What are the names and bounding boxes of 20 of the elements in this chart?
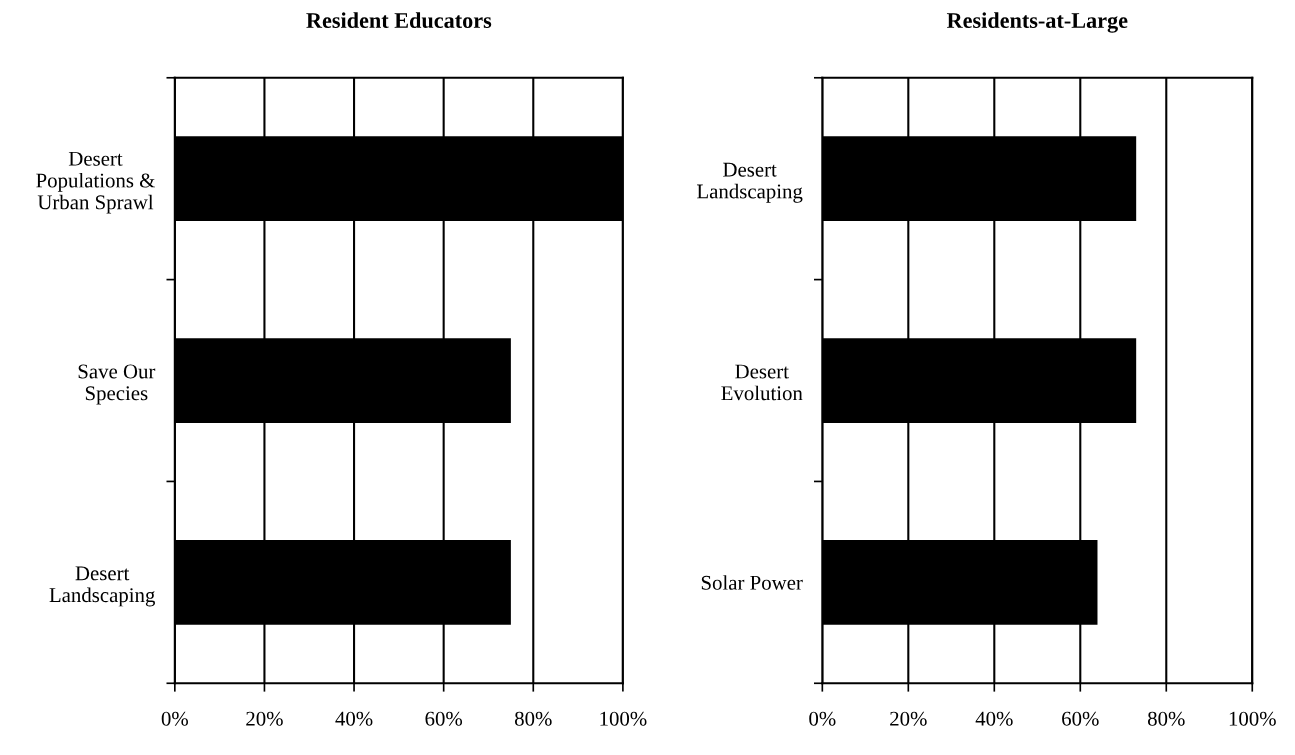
y-tick-label: Save Our Species: [78, 364, 156, 405]
x-tick-label: 0%: [809, 711, 836, 726]
y-tick-label: Solar Power: [701, 575, 803, 590]
y-tick-label: Desert Populations & Urban Sprawl: [36, 151, 156, 214]
x-tick-label: 0%: [161, 711, 188, 726]
chart-title: Residents-at-Large: [946, 12, 1128, 33]
x-tick-label: 80%: [1147, 711, 1185, 726]
x-tick-label: 40%: [975, 711, 1013, 726]
x-tick-label: 40%: [335, 711, 373, 726]
y-tick-label: Desert Landscaping: [697, 162, 803, 203]
x-tick-label: 60%: [425, 711, 463, 726]
y-tick-label: Desert Evolution: [721, 364, 803, 401]
x-tick-label: 20%: [246, 711, 283, 726]
x-tick-label: 100%: [1229, 711, 1276, 726]
y-tick-label: Desert Landscaping: [49, 566, 155, 607]
x-tick-label: 80%: [514, 711, 552, 726]
x-tick-label: 60%: [1062, 711, 1099, 726]
chart-title: Resident Educators: [306, 12, 492, 29]
x-tick-label: 20%: [890, 711, 927, 726]
x-tick-label: 100%: [600, 711, 647, 726]
